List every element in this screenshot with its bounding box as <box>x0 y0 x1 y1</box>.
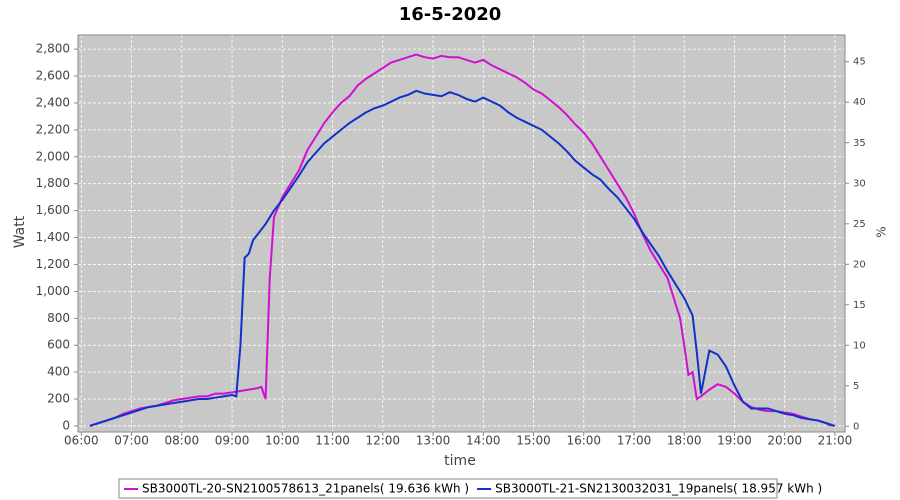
y2-tick-label: 5 <box>853 381 859 392</box>
y-tick-label: 2,200 <box>36 122 70 136</box>
y2-tick-label: 15 <box>853 300 866 311</box>
y-tick-label: 0 <box>62 418 70 432</box>
x-tick-label: 06:00 <box>64 434 99 448</box>
series-line <box>89 53 832 427</box>
x-tick-label: 11:00 <box>315 434 350 448</box>
x-tick-label: 19:00 <box>717 434 752 448</box>
y-tick-label: 1,800 <box>36 176 70 190</box>
legend-label: SB3000TL-20-SN2100578613_21panels( 19.63… <box>142 482 469 496</box>
y-axis-label: Watt <box>12 215 28 248</box>
x-tick-label: 16:00 <box>566 434 601 448</box>
y2-axis-label: % <box>875 226 889 237</box>
plot-area <box>78 35 845 432</box>
x-tick-label: 09:00 <box>215 434 250 448</box>
x-tick-label: 12:00 <box>365 434 400 448</box>
chart-title: 16-5-2020 <box>399 4 502 25</box>
x-tick-label: 08:00 <box>165 434 200 448</box>
y-tick-label: 800 <box>47 311 70 325</box>
plot-border <box>77 34 846 433</box>
y2-tick-label: 30 <box>853 178 866 189</box>
x-tick-label: 17:00 <box>617 434 652 448</box>
y2-tick-label: 10 <box>853 340 866 351</box>
y-tick-label: 1,600 <box>36 203 70 217</box>
y-tick-label: 200 <box>47 392 70 406</box>
x-tick-label: 10:00 <box>265 434 300 448</box>
y-tick-label: 400 <box>47 365 70 379</box>
y-tick-label: 600 <box>47 338 70 352</box>
x-tick-label: 15:00 <box>516 434 551 448</box>
y2-tick-label: 20 <box>853 259 866 270</box>
legend <box>118 478 778 499</box>
y-tick-label: 2,400 <box>36 95 70 109</box>
y-tick-label: 1,400 <box>36 230 70 244</box>
x-tick-label: 07:00 <box>114 434 149 448</box>
x-axis-label: time <box>444 453 476 469</box>
x-tick-label: 18:00 <box>667 434 702 448</box>
y2-tick-label: 35 <box>853 138 866 149</box>
y-tick-label: 2,800 <box>36 42 70 56</box>
y-tick-label: 2,600 <box>36 69 70 83</box>
y2-tick-label: 0 <box>853 421 859 432</box>
y2-tick-label: 40 <box>853 97 866 108</box>
x-tick-label: 13:00 <box>416 434 451 448</box>
y-tick-label: 2,000 <box>36 149 70 163</box>
y2-tick-label: 45 <box>853 57 866 68</box>
series-line <box>89 89 836 427</box>
x-tick-label: 21:00 <box>818 434 853 448</box>
x-tick-label: 14:00 <box>466 434 501 448</box>
y-tick-label: 1,000 <box>36 284 70 298</box>
legend-label: SB3000TL-21-SN2130032031_19panels( 18.95… <box>495 482 822 496</box>
x-tick-label: 20:00 <box>767 434 802 448</box>
y-tick-label: 1,200 <box>36 257 70 271</box>
y2-tick-label: 25 <box>853 219 866 230</box>
